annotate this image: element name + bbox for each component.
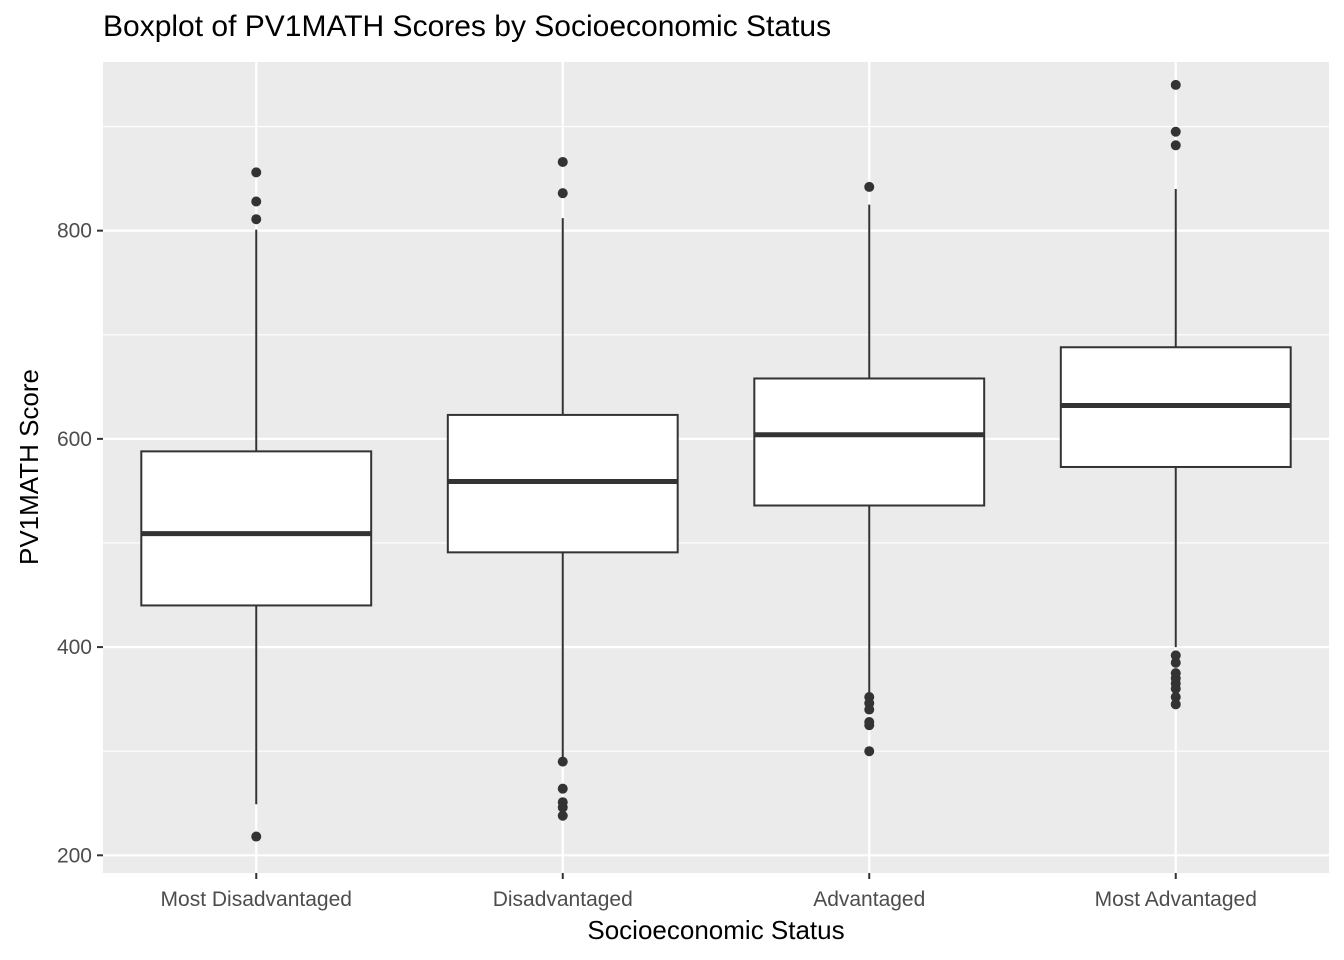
outlier-point: [864, 692, 875, 703]
outlier-point: [557, 783, 568, 794]
y-axis-title: PV1MATH Score: [14, 369, 44, 565]
y-tick-label: 200: [57, 844, 92, 867]
x-axis: Most Disadvantaged Disadvantaged Advantage…: [161, 873, 1257, 911]
outlier-point: [557, 188, 568, 199]
outlier-point: [557, 156, 568, 167]
x-tick-label: Disadvantaged: [493, 888, 633, 911]
outlier-point: [1170, 650, 1181, 661]
outlier-point: [1170, 140, 1181, 151]
outlier-point: [251, 831, 262, 842]
outlier-point: [557, 756, 568, 767]
box-iqr: [753, 377, 986, 507]
outlier-point: [1170, 657, 1181, 668]
chart-title: Boxplot of PV1MATH Scores by Socioeconom…: [103, 10, 832, 43]
y-tick-label: 800: [57, 220, 92, 243]
outlier-point: [1170, 79, 1181, 90]
y-tick-label: 600: [57, 428, 92, 451]
y-axis: 200 400 600 800: [57, 220, 103, 867]
outlier-point: [1170, 668, 1181, 679]
box-iqr: [140, 450, 373, 607]
boxes-layer: [140, 79, 1292, 842]
outlier-point: [864, 746, 875, 757]
box-group: [1059, 79, 1292, 710]
outlier-point: [864, 181, 875, 192]
y-tick-label: 400: [57, 636, 92, 659]
outlier-point: [557, 810, 568, 821]
outlier-point: [251, 167, 262, 178]
x-tick-label: Most Disadvantaged: [161, 888, 352, 911]
x-tick-label: Advantaged: [813, 888, 925, 911]
outlier-point: [864, 717, 875, 728]
box-group: [446, 156, 679, 821]
outlier-point: [1170, 692, 1181, 703]
minor-gridlines: [103, 125, 1329, 752]
outlier-point: [251, 214, 262, 225]
outlier-point: [1170, 126, 1181, 137]
outlier-point: [557, 797, 568, 808]
x-tick-label: Most Advantaged: [1095, 888, 1257, 911]
box-group: [753, 181, 986, 757]
box-group: [140, 167, 373, 842]
outlier-point: [251, 196, 262, 207]
x-axis-title: Socioeconomic Status: [587, 915, 844, 945]
outlier-point: [1170, 699, 1181, 710]
